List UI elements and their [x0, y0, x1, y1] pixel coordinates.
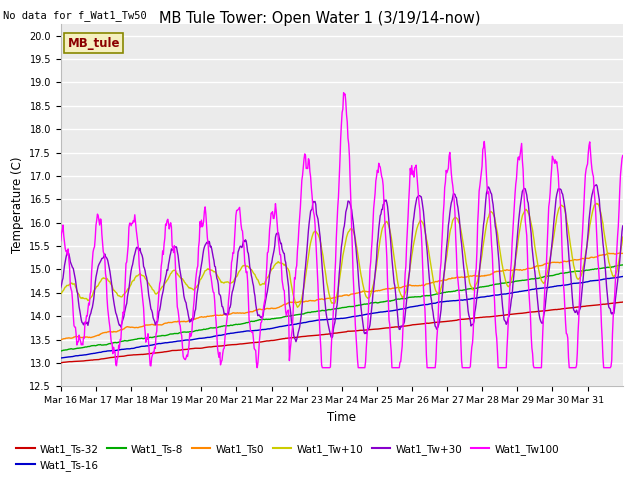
Text: MB Tule Tower: Open Water 1 (3/19/14-now): MB Tule Tower: Open Water 1 (3/19/14-now…: [159, 11, 481, 25]
Y-axis label: Temperature (C): Temperature (C): [11, 157, 24, 253]
X-axis label: Time: Time: [327, 411, 356, 424]
Legend: Wat1_Ts-32, Wat1_Ts-16, Wat1_Ts-8, Wat1_Ts0, Wat1_Tw+10, Wat1_Tw+30, Wat1_Tw100: Wat1_Ts-32, Wat1_Ts-16, Wat1_Ts-8, Wat1_…: [12, 439, 563, 475]
Text: MB_tule: MB_tule: [68, 36, 120, 50]
Text: No data for f_Wat1_Tw50: No data for f_Wat1_Tw50: [3, 11, 147, 22]
